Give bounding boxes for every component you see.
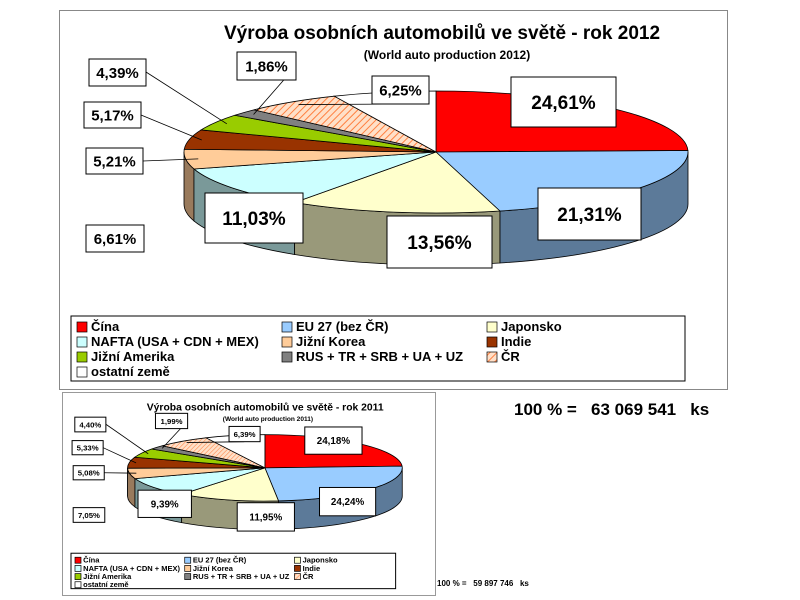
chart-2011-panel: Výroba osobních automobilů ve světě - ro… bbox=[62, 392, 436, 596]
chart-2012-panel: Výroba osobních automobilů ve světě - ro… bbox=[59, 10, 728, 390]
legend-item-rus-tr-srb-ua-uz: RUS + TR + SRB + UA + UZ bbox=[193, 572, 290, 581]
leader-line bbox=[102, 447, 137, 464]
data-label-box bbox=[386, 215, 493, 269]
legend-swatch-rus-tr-srb-ua-uz bbox=[281, 351, 293, 363]
legend-swatch-jizni-korea bbox=[184, 565, 192, 572]
legend-swatch-jizni-amerika bbox=[74, 573, 82, 580]
data-label-cr: 6,25% bbox=[379, 82, 422, 99]
data-label-box bbox=[228, 425, 261, 443]
data-label-box bbox=[510, 76, 617, 128]
legend-swatch-jizni-amerika bbox=[76, 351, 88, 363]
data-label-jizni-amerika: 4,39% bbox=[96, 65, 139, 82]
legend-item-cr: ČR bbox=[501, 349, 520, 364]
data-label-box bbox=[371, 75, 430, 105]
data-label-nafta-usa-cdn-mex: 9,39% bbox=[151, 499, 179, 510]
data-label-box bbox=[88, 58, 147, 87]
legend-item-jizni-amerika: Jižní Amerika bbox=[83, 572, 132, 581]
legend-item-rus-tr-srb-ua-uz: RUS + TR + SRB + UA + UZ bbox=[296, 349, 463, 364]
leader-line bbox=[145, 71, 228, 125]
total-label-2012: 100 % = 63 069 541 ks bbox=[514, 400, 710, 419]
data-label-eu-27-bez-cr: 21,31% bbox=[557, 205, 622, 226]
data-label-box bbox=[154, 412, 189, 430]
legend-item-ostatni-zeme: ostatní země bbox=[83, 580, 128, 589]
legend-item-jizni-korea: Jižní Korea bbox=[193, 564, 234, 573]
data-label-rus-tr-srb-ua-uz: 1,86% bbox=[245, 58, 288, 75]
legend-swatch-rus-tr-srb-ua-uz bbox=[184, 573, 192, 580]
data-label-box bbox=[83, 101, 142, 129]
legend-item-indie: Indie bbox=[501, 334, 531, 349]
leader-line bbox=[142, 158, 199, 162]
legend-item-japonsko: Japonsko bbox=[303, 556, 338, 565]
data-label-cr: 6,39% bbox=[234, 430, 256, 439]
legend-swatch-ostatni-zeme bbox=[76, 366, 88, 378]
legend-swatch-jizni-korea bbox=[281, 336, 293, 348]
data-label-indie: 5,17% bbox=[91, 107, 134, 124]
data-label-box bbox=[204, 192, 304, 244]
legend-swatch-cr bbox=[294, 573, 301, 580]
chart-subtitle: (World auto production 2011) bbox=[223, 416, 313, 423]
chart-title: Výroba osobních automobilů ve světě - ro… bbox=[224, 23, 660, 44]
legend-item-nafta-usa-cdn-mex: NAFTA (USA + CDN + MEX) bbox=[91, 334, 259, 349]
data-label-eu-27-bez-cr: 24,24% bbox=[331, 497, 365, 508]
legend-swatch-japonsko bbox=[486, 321, 498, 333]
slice-japonsko bbox=[293, 151, 501, 214]
legend-swatch-cina bbox=[76, 321, 88, 333]
legend-swatch-ostatni-zeme bbox=[74, 581, 82, 589]
legend-item-ostatni-zeme: ostatní země bbox=[91, 364, 170, 379]
data-label-japonsko: 13,56% bbox=[407, 233, 472, 254]
data-label-jizni-korea: 5,08% bbox=[78, 469, 100, 478]
legend-swatch-eu-27-bez-cr bbox=[184, 556, 192, 564]
data-label-box bbox=[72, 465, 105, 481]
legend-swatch-indie bbox=[486, 336, 498, 348]
data-label-box bbox=[85, 147, 144, 175]
legend-item-jizni-amerika: Jižní Amerika bbox=[91, 349, 175, 364]
legend-item-japonsko: Japonsko bbox=[501, 319, 562, 334]
leader-line bbox=[140, 114, 202, 141]
legend bbox=[70, 552, 397, 590]
legend-item-eu-27-bez-cr: EU 27 (bez ČR) bbox=[193, 556, 247, 565]
leader-line bbox=[105, 423, 149, 455]
chart-title: Výroba osobních automobilů ve světě - ro… bbox=[147, 401, 384, 413]
legend-item-indie: Indie bbox=[303, 564, 321, 573]
legend-item-cr: ČR bbox=[303, 572, 314, 581]
pie-chart-2011: Výroba osobních automobilů ve světě - ro… bbox=[70, 401, 403, 590]
legend-item-cina: Čína bbox=[91, 319, 120, 334]
data-label-box bbox=[537, 187, 642, 241]
legend-swatch-nafta-usa-cdn-mex bbox=[74, 565, 82, 572]
data-label-jizni-amerika: 4,40% bbox=[79, 420, 101, 429]
legend-item-eu-27-bez-cr: EU 27 (bez ČR) bbox=[296, 319, 388, 334]
legend-swatch-cr bbox=[486, 351, 498, 363]
legend-swatch-indie bbox=[294, 565, 301, 572]
data-label-box bbox=[236, 51, 297, 81]
pie-chart-2012: Výroba osobních automobilů ve světě - ro… bbox=[70, 23, 689, 382]
legend-swatch-cina bbox=[74, 556, 82, 564]
data-label-box bbox=[319, 486, 377, 517]
legend bbox=[70, 315, 686, 382]
data-label-ostatni-zeme: 7,05% bbox=[78, 511, 100, 520]
legend-item-jizni-korea: Jižní Korea bbox=[296, 334, 366, 349]
data-label-indie: 5,33% bbox=[77, 443, 99, 452]
data-label-cina: 24,18% bbox=[317, 436, 351, 447]
total-label-2011: 100 % = 59 897 746 ks bbox=[437, 579, 529, 588]
legend-item-cina: Čína bbox=[83, 556, 100, 565]
data-label-box bbox=[304, 426, 363, 455]
data-label-ostatni-zeme: 6,61% bbox=[94, 231, 137, 248]
chart-subtitle: (World auto production 2012) bbox=[364, 48, 530, 62]
data-label-box bbox=[74, 416, 107, 433]
data-label-box bbox=[71, 440, 104, 456]
legend-swatch-eu-27-bez-cr bbox=[281, 321, 293, 333]
data-label-rus-tr-srb-ua-uz: 1,99% bbox=[161, 417, 183, 426]
data-label-jizni-korea: 5,21% bbox=[93, 153, 136, 170]
legend-swatch-japonsko bbox=[294, 556, 301, 564]
data-label-cina: 24,61% bbox=[531, 93, 596, 114]
data-label-box bbox=[236, 502, 295, 532]
data-label-box bbox=[137, 489, 192, 518]
data-label-nafta-usa-cdn-mex: 11,03% bbox=[222, 209, 285, 230]
data-label-japonsko: 11,95% bbox=[249, 512, 282, 523]
data-label-box bbox=[85, 224, 145, 253]
legend-item-nafta-usa-cdn-mex: NAFTA (USA + CDN + MEX) bbox=[83, 564, 180, 573]
data-label-box bbox=[72, 507, 106, 523]
legend-swatch-nafta-usa-cdn-mex bbox=[76, 336, 88, 348]
